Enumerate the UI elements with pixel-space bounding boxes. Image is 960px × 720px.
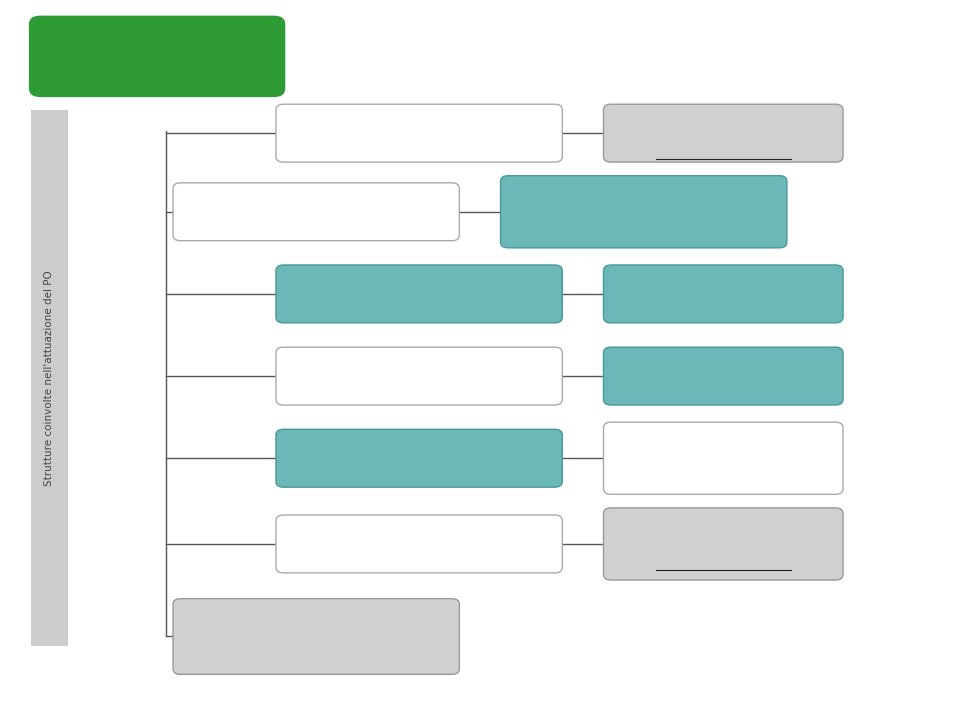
Text: Autorità di Gestione: Autorità di Gestione <box>664 140 782 153</box>
FancyBboxPatch shape <box>276 429 563 487</box>
Text: Servizio Bilancio e Ragioneria: Servizio Bilancio e Ragioneria <box>636 525 811 538</box>
Text: Agenzia provinciale per la Famiglia,
Natalità e Politiche Giovanili: Agenzia provinciale per la Famiglia, Nat… <box>539 198 749 226</box>
FancyBboxPatch shape <box>29 16 285 97</box>
Text: Dipartimento della Conoscenza: Dipartimento della Conoscenza <box>316 451 522 464</box>
Text: Provincia autonoma di Trento
Giunta Provinciale: Provincia autonoma di Trento Giunta Prov… <box>31 40 283 73</box>
Text: Servizio Istruzione e Formazione di
Secondo Grado, Università e Ricerca: Servizio Istruzione e Formazione di Seco… <box>615 444 831 472</box>
Text: Autorità di Certificazione: Autorità di Certificazione <box>650 550 797 563</box>
FancyBboxPatch shape <box>173 598 460 675</box>
FancyBboxPatch shape <box>604 422 843 495</box>
Text: Servizio Europa: Servizio Europa <box>677 114 769 127</box>
Text: Dipartimento Sviluppo Economico e Lavoro: Dipartimento Sviluppo Economico e Lavoro <box>292 287 546 300</box>
Text: Direzione generale della Provincia: Direzione generale della Provincia <box>215 205 417 218</box>
FancyBboxPatch shape <box>500 176 787 248</box>
Text: Strutture coinvolte nell'attuazione del PO: Strutture coinvolte nell'attuazione del … <box>44 270 55 486</box>
FancyBboxPatch shape <box>604 265 843 323</box>
FancyBboxPatch shape <box>276 515 563 573</box>
FancyBboxPatch shape <box>276 265 563 323</box>
Text: Servizio Politiche sociali: Servizio Politiche sociali <box>653 369 794 382</box>
FancyBboxPatch shape <box>604 104 843 162</box>
FancyBboxPatch shape <box>173 183 460 240</box>
FancyBboxPatch shape <box>604 347 843 405</box>
FancyBboxPatch shape <box>276 104 563 162</box>
Text: Dipartimento Affari finanziari: Dipartimento Affari finanziari <box>333 537 505 551</box>
FancyBboxPatch shape <box>31 110 68 646</box>
Text: Dipartimento Cultura, Turismo, Promozione e
Sport
Autorità di Audit: Dipartimento Cultura, Turismo, Promozion… <box>182 615 449 658</box>
FancyBboxPatch shape <box>604 508 843 580</box>
FancyBboxPatch shape <box>276 347 563 405</box>
Text: Agenzia del Lavoro: Agenzia del Lavoro <box>667 287 780 300</box>
Text: Dipartimento Salute e solidarietà sociale: Dipartimento Salute e solidarietà social… <box>299 369 540 382</box>
Text: Dipartimento Affari Istituzionali e Legislativi: Dipartimento Affari Istituzionali e Legi… <box>289 127 549 140</box>
